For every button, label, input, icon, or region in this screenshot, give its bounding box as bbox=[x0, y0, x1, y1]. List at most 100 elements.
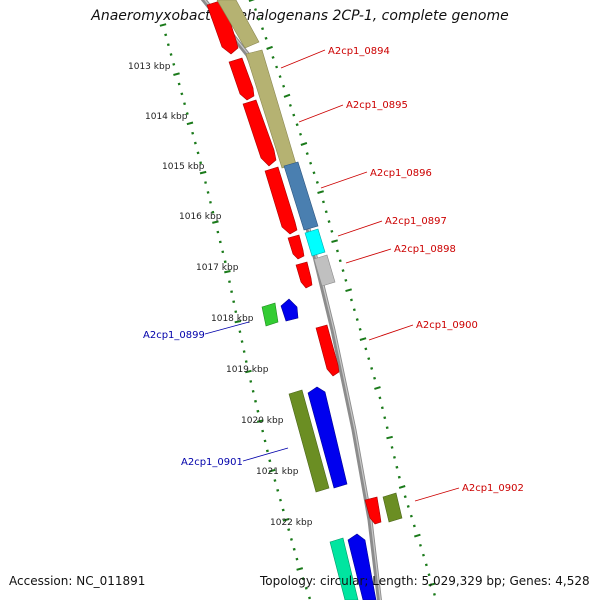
minor-tick bbox=[335, 249, 339, 253]
minor-tick bbox=[209, 201, 212, 204]
gene-label-0902[interactable]: A2cp1_0902 bbox=[462, 483, 524, 494]
cds-feature[interactable] bbox=[287, 234, 305, 260]
mint-feature[interactable] bbox=[329, 537, 359, 600]
minor-tick bbox=[380, 406, 384, 410]
minor-tick bbox=[230, 290, 234, 293]
major-tick bbox=[300, 141, 308, 146]
minor-tick bbox=[196, 151, 200, 155]
minor-tick bbox=[164, 33, 168, 37]
genome-backbone-highlight bbox=[204, 0, 382, 600]
minor-tick bbox=[193, 141, 197, 145]
minor-tick bbox=[349, 298, 353, 302]
cds-feature[interactable] bbox=[264, 166, 298, 235]
minor-tick bbox=[315, 180, 319, 184]
minor-tick bbox=[199, 161, 203, 165]
minor-tick bbox=[234, 310, 238, 313]
major-tick bbox=[374, 386, 381, 390]
gene-label-0895[interactable]: A2cp1_0895 bbox=[346, 100, 408, 111]
cyan-feature[interactable] bbox=[304, 228, 326, 257]
gene-label-0894[interactable]: A2cp1_0894 bbox=[328, 46, 390, 57]
blue-feature[interactable] bbox=[307, 386, 348, 489]
gene-label-0900[interactable]: A2cp1_0900 bbox=[416, 320, 478, 331]
minor-tick bbox=[185, 112, 189, 115]
darkolive-feature[interactable] bbox=[288, 389, 330, 493]
minor-tick bbox=[244, 360, 248, 363]
major-tick bbox=[256, 419, 264, 423]
minor-tick bbox=[383, 416, 387, 420]
leader-line bbox=[320, 171, 368, 189]
gene-features-outer bbox=[216, 0, 403, 600]
tick-label: 1018 kbp bbox=[211, 314, 254, 324]
major-tick bbox=[199, 170, 207, 175]
blue-feature[interactable] bbox=[280, 298, 299, 322]
minor-tick bbox=[251, 390, 255, 393]
leader-line bbox=[204, 321, 250, 335]
minor-tick bbox=[240, 340, 244, 343]
major-tick bbox=[234, 320, 242, 324]
green-feature[interactable] bbox=[261, 302, 279, 327]
gene-label-0896[interactable]: A2cp1_0896 bbox=[370, 168, 432, 179]
blue-feature[interactable] bbox=[347, 533, 377, 600]
leader-line bbox=[280, 49, 326, 69]
major-tick bbox=[296, 567, 304, 571]
minor-tick bbox=[216, 230, 220, 234]
minor-tick bbox=[295, 557, 299, 561]
major-tick bbox=[331, 239, 338, 243]
cds-feature[interactable] bbox=[315, 324, 340, 377]
minor-tick bbox=[352, 308, 356, 312]
leader-line bbox=[368, 324, 414, 341]
minor-tick bbox=[232, 300, 236, 303]
minor-tick bbox=[288, 103, 292, 107]
leader-line bbox=[337, 220, 383, 237]
minor-tick bbox=[397, 475, 401, 479]
minor-tick bbox=[271, 55, 275, 59]
olive-feature[interactable] bbox=[216, 0, 260, 49]
darkolive-feature[interactable] bbox=[382, 492, 403, 523]
minor-tick bbox=[364, 347, 368, 351]
major-tick bbox=[224, 270, 231, 274]
steel-feature[interactable] bbox=[283, 161, 319, 231]
major-tick bbox=[359, 337, 367, 341]
cds-feature[interactable] bbox=[364, 496, 382, 525]
grey-feature[interactable] bbox=[313, 254, 336, 287]
minor-tick bbox=[421, 553, 425, 557]
minor-tick bbox=[295, 123, 299, 127]
minor-tick bbox=[304, 586, 308, 590]
minor-tick bbox=[183, 102, 186, 106]
cds-feature[interactable] bbox=[242, 99, 277, 167]
minor-tick bbox=[299, 132, 302, 136]
minor-tick bbox=[287, 528, 291, 532]
major-tick bbox=[268, 468, 276, 473]
minor-tick bbox=[312, 171, 316, 175]
cds-feature[interactable] bbox=[206, 0, 239, 55]
minor-tick bbox=[403, 495, 407, 499]
minor-tick bbox=[322, 200, 325, 204]
minor-tick bbox=[305, 152, 309, 156]
gene-label-0897[interactable]: A2cp1_0897 bbox=[385, 216, 447, 227]
leader-line bbox=[345, 248, 392, 264]
minor-tick bbox=[373, 376, 377, 380]
minor-tick bbox=[278, 75, 282, 79]
major-tick bbox=[283, 93, 291, 98]
gene-label-0899[interactable]: A2cp1_0899 bbox=[143, 330, 205, 341]
major-tick bbox=[186, 121, 194, 126]
minor-tick bbox=[228, 280, 231, 283]
gene-label-0901[interactable]: A2cp1_0901 bbox=[181, 457, 243, 468]
minor-tick bbox=[427, 573, 431, 577]
tick-label: 1014 kbp bbox=[145, 112, 188, 122]
major-tick bbox=[282, 518, 290, 522]
minor-tick bbox=[169, 53, 173, 56]
major-tick bbox=[317, 190, 324, 194]
gene-label-0898[interactable]: A2cp1_0898 bbox=[394, 244, 456, 255]
minor-tick bbox=[206, 191, 210, 194]
minor-tick bbox=[256, 409, 260, 413]
minor-tick bbox=[409, 514, 413, 518]
cds-feature[interactable] bbox=[228, 57, 255, 101]
minor-tick bbox=[223, 260, 227, 264]
minor-tick bbox=[324, 210, 328, 214]
minor-tick bbox=[238, 330, 242, 333]
major-tick bbox=[248, 0, 255, 3]
gene-features bbox=[206, 0, 382, 525]
cds-feature[interactable] bbox=[295, 261, 313, 289]
minor-tick bbox=[327, 220, 331, 223]
